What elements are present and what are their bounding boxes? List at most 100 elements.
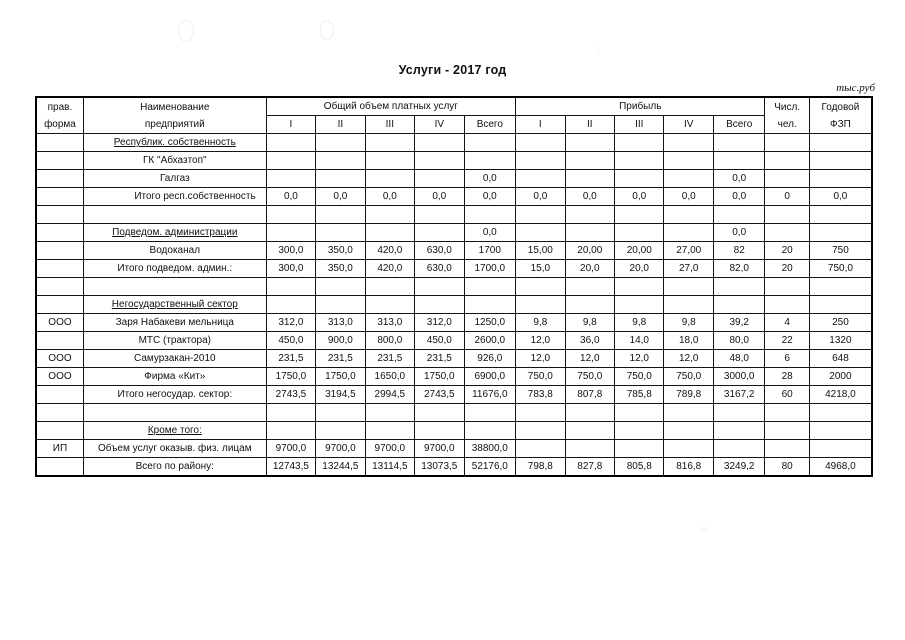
- cell-services-q2: 900,0: [315, 331, 366, 350]
- cell-profit-q4: [663, 439, 714, 458]
- cell-total-label: Итого подведом. админ.:: [82, 259, 267, 278]
- cell-profit-q1: [515, 295, 566, 314]
- cell-profit-q4: 18,0: [663, 331, 714, 350]
- cell-headcount: 0: [764, 187, 810, 206]
- header-enterprise-name-line2: предприятий: [144, 118, 205, 130]
- cell-services-q3: 313,0: [364, 313, 416, 332]
- cell-services-q1: 1750,0: [265, 367, 317, 386]
- cell-legal-form: ООО: [35, 367, 84, 386]
- cell-profit-q3: 785,8: [614, 385, 665, 404]
- cell-services-total: 38800,0: [463, 439, 517, 458]
- cell-services-q4: [414, 403, 465, 422]
- cell-profit-q1: 783,8: [515, 385, 566, 404]
- cell-profit-q3: 20,0: [614, 259, 665, 278]
- table-row: МТС (трактора) 450,0 900,0 800,0 450,0 2600,0…: [35, 331, 873, 350]
- cell-services-q3: [364, 205, 416, 224]
- cell-profit-q2: 20,0: [564, 259, 616, 278]
- cell-profit-q3: 805,8: [614, 457, 665, 477]
- cell-annual-payroll: [808, 223, 873, 242]
- cell-profit-q4: 12,0: [663, 349, 714, 368]
- cell-services-q3: [364, 421, 416, 440]
- cell-profit-q1: 0,0: [515, 187, 566, 206]
- cell-profit-q1: [515, 277, 566, 296]
- cell-headcount: [764, 421, 810, 440]
- cell-services-q1: 0,0: [265, 187, 317, 206]
- cell-annual-payroll: 0,0: [808, 187, 873, 206]
- cell-profit-total: [712, 277, 766, 296]
- cell-services-q2: [315, 277, 366, 296]
- cell-profit-q4: [663, 421, 714, 440]
- cell-services-q3: [364, 277, 416, 296]
- cell-services-q3: 1650,0: [364, 367, 416, 386]
- units-label: тыс.руб: [836, 82, 875, 94]
- cell-annual-payroll: 4968,0: [808, 457, 873, 477]
- cell-legal-form: [35, 151, 84, 170]
- cell-legal-form: [35, 421, 84, 440]
- header-profit-q3: III: [614, 115, 665, 134]
- section-header-label: Кроме того:: [147, 425, 202, 436]
- cell-services-total: [463, 277, 517, 296]
- cell-annual-payroll: [808, 439, 873, 458]
- cell-services-q1: 300,0: [265, 241, 317, 260]
- cell-profit-q4: 0,0: [663, 187, 714, 206]
- cell-profit-q2: [564, 277, 616, 296]
- cell-legal-form: [35, 259, 84, 278]
- cell-profit-q4: 27,00: [663, 241, 714, 260]
- cell-legal-form: [35, 223, 84, 242]
- cell-profit-q3: 9,8: [614, 313, 665, 332]
- cell-annual-payroll: [808, 151, 873, 170]
- cell-annual-payroll: 1320: [808, 331, 873, 350]
- cell-legal-form: ООО: [35, 313, 84, 332]
- cell-services-q2: [315, 169, 366, 188]
- cell-annual-payroll: 750: [808, 241, 873, 260]
- cell-headcount: 22: [764, 331, 810, 350]
- cell-legal-form: [35, 295, 84, 314]
- cell-profit-q4: [663, 295, 714, 314]
- cell-services-q2: 350,0: [315, 241, 366, 260]
- cell-total-label: Всего по району:: [82, 457, 267, 477]
- cell-headcount: 6: [764, 349, 810, 368]
- header-headcount: Числ. чел.: [764, 96, 810, 134]
- header-services-total: Всего: [463, 115, 517, 134]
- cell-profit-q2: 807,8: [564, 385, 616, 404]
- cell-services-total: 0,0: [463, 223, 517, 242]
- cell-profit-q4: 9,8: [663, 313, 714, 332]
- cell-profit-q1: [515, 421, 566, 440]
- cell-headcount: 80: [764, 457, 810, 477]
- section-header-label: Подведом. администрации: [112, 227, 238, 238]
- cell-profit-total: 82: [712, 241, 766, 260]
- cell-profit-q4: [663, 151, 714, 170]
- cell-annual-payroll: 2000: [808, 367, 873, 386]
- cell-profit-q3: [614, 205, 665, 224]
- cell-profit-q2: [564, 403, 616, 422]
- cell-annual-payroll: [808, 169, 873, 188]
- header-profit-q4: IV: [663, 115, 714, 134]
- cell-headcount: 28: [764, 367, 810, 386]
- cell-legal-form: [35, 385, 84, 404]
- cell-profit-q2: 827,8: [564, 457, 616, 477]
- cell-profit-total: [712, 133, 766, 152]
- cell-services-q2: 3194,5: [315, 385, 366, 404]
- table-row: Итого подведом. админ.: 300,0 350,0 420,0 63…: [35, 259, 873, 278]
- cell-services-q4: 13073,5: [414, 457, 465, 477]
- cell-services-q2: 1750,0: [315, 367, 366, 386]
- page-title: Услуги - 2017 год: [398, 63, 507, 77]
- cell-profit-q2: 20,00: [564, 241, 616, 260]
- cell-services-q2: 231,5: [315, 349, 366, 368]
- cell-services-q4: [414, 205, 465, 224]
- cell-profit-q2: [564, 205, 616, 224]
- cell-profit-q1: [515, 151, 566, 170]
- cell-enterprise-name: [82, 205, 267, 224]
- cell-profit-q2: [564, 169, 616, 188]
- cell-profit-q3: 750,0: [614, 367, 665, 386]
- table-row: Водоканал 300,0 350,0 420,0 630,0 1700 15,00 20…: [35, 241, 873, 260]
- cell-enterprise-name: Фирма «Кит»: [82, 367, 267, 386]
- cell-services-q3: 231,5: [364, 349, 416, 368]
- cell-profit-q4: [663, 133, 714, 152]
- cell-profit-q1: [515, 205, 566, 224]
- cell-services-total: 1700: [463, 241, 517, 260]
- cell-headcount: 60: [764, 385, 810, 404]
- table-row: Подведом. администрации 0,0 0,0: [35, 223, 873, 242]
- cell-profit-q2: 750,0: [564, 367, 616, 386]
